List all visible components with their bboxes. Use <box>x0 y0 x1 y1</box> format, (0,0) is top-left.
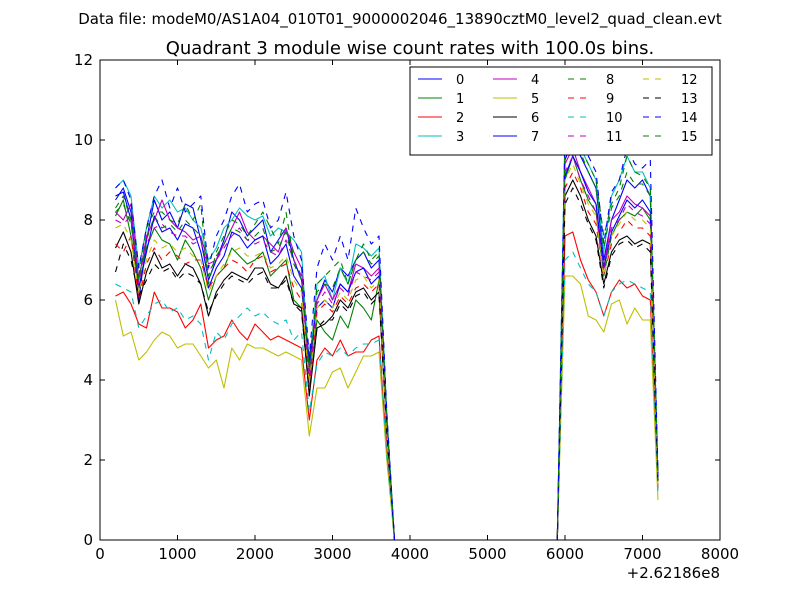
series-line-13 <box>114 187 659 541</box>
legend-label-1: 1 <box>456 92 464 107</box>
series-line-8 <box>115 107 659 541</box>
y-tick-label: 12 <box>74 51 93 69</box>
legend-label-10: 10 <box>606 111 623 126</box>
legend-label-9: 9 <box>606 92 614 107</box>
legend-label-14: 14 <box>681 111 698 126</box>
series-line-10 <box>115 251 659 541</box>
legend-label-15: 15 <box>681 130 698 145</box>
legend-label-11: 11 <box>606 130 623 145</box>
series-line-2 <box>115 231 659 541</box>
x-tick-label: 2000 <box>236 545 274 563</box>
y-tick-label: 4 <box>83 371 93 389</box>
legend-label-4: 4 <box>531 73 539 88</box>
x-tick-label: 6000 <box>546 545 584 563</box>
legend-label-5: 5 <box>531 92 539 107</box>
legend-label-13: 13 <box>681 92 698 107</box>
legend-box <box>409 66 713 156</box>
series-lines <box>114 107 659 541</box>
y-tick-label: 0 <box>83 531 93 549</box>
axes-frame <box>99 59 721 541</box>
legend-label-8: 8 <box>606 73 614 88</box>
x-tick-label: 0 <box>95 545 105 563</box>
x-tick-label: 4000 <box>391 545 429 563</box>
series-line-9 <box>115 171 659 541</box>
x-tick-label: 5000 <box>468 545 506 563</box>
legend-label-12: 12 <box>681 73 698 88</box>
legend-label-3: 3 <box>456 130 464 145</box>
x-tick-label: 1000 <box>158 545 196 563</box>
legend-label-6: 6 <box>531 111 539 126</box>
y-tick-label: 8 <box>83 211 93 229</box>
chart-title: Quadrant 3 module wise count rates with … <box>166 38 655 59</box>
series-line-15 <box>115 131 659 541</box>
legend-label-0: 0 <box>456 73 464 88</box>
series-line-12 <box>115 163 659 541</box>
x-tick-label: 7000 <box>623 545 661 563</box>
y-tick-label: 2 <box>83 451 93 469</box>
axis-ticks: 0 1000 2000 3000 4000 5000 6000 7000 80000246810… <box>74 51 739 563</box>
figure-suptitle: Data file: modeM0/AS1A04_010T01_90000020… <box>78 10 722 29</box>
y-tick-label: 6 <box>83 291 93 309</box>
x-tick-label: 3000 <box>313 545 351 563</box>
legend-label-2: 2 <box>456 111 464 126</box>
x-tick-label: 8000 <box>701 545 739 563</box>
y-tick-label: 10 <box>74 131 93 149</box>
x-offset-label: +2.62186e8 <box>627 564 720 582</box>
legend-label-7: 7 <box>531 130 539 145</box>
